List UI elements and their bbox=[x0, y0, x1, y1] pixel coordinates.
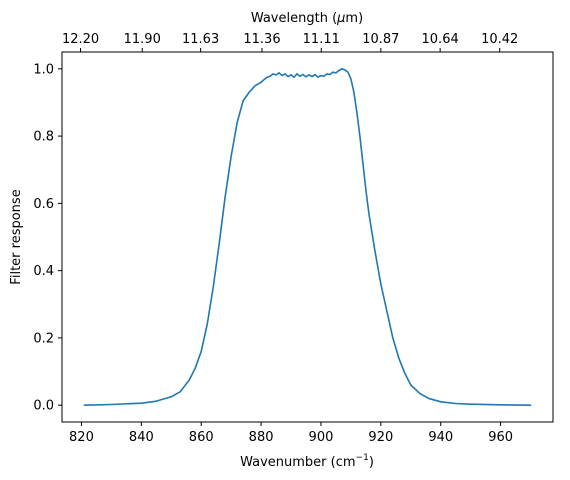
top-tick-label: 12.20 bbox=[62, 32, 99, 47]
top-tick-label: 11.63 bbox=[182, 32, 219, 47]
x-tick-label: 960 bbox=[488, 430, 513, 445]
top-tick-label: 10.42 bbox=[481, 32, 518, 47]
y-tick-label: 0.2 bbox=[33, 331, 54, 346]
top-tick-label: 10.64 bbox=[422, 32, 459, 47]
x-tick-label: 920 bbox=[368, 430, 393, 445]
ticks-layer: 820 840 860 880 900 920 940 960 12.20 11.90 11.63 1… bbox=[33, 32, 518, 445]
x-tick-label: 900 bbox=[309, 430, 334, 445]
x-tick-label: 840 bbox=[129, 430, 154, 445]
y-tick-label: 0.8 bbox=[33, 130, 54, 145]
y-tick-label: 0.0 bbox=[33, 399, 54, 414]
x-tick-label: 940 bbox=[428, 430, 453, 445]
top-axis-title: Wavelength (μm) bbox=[251, 11, 363, 26]
plot-area-frame bbox=[61, 51, 554, 423]
x-tick-label: 820 bbox=[69, 430, 94, 445]
x-tick-label: 880 bbox=[249, 430, 274, 445]
x-tick-label: 860 bbox=[189, 430, 214, 445]
x-axis-title: Wavenumber (cm−1) bbox=[240, 453, 374, 470]
y-tick-label: 0.4 bbox=[33, 264, 54, 279]
top-tick-label: 10.87 bbox=[362, 32, 399, 47]
line-layer bbox=[83, 68, 532, 406]
y-tick-label: 0.6 bbox=[33, 197, 54, 212]
series-line bbox=[83, 68, 532, 406]
y-tick-label: 1.0 bbox=[33, 62, 54, 77]
top-tick-label: 11.11 bbox=[303, 32, 340, 47]
top-tick-label: 11.90 bbox=[124, 32, 161, 47]
top-tick-label: 11.36 bbox=[243, 32, 280, 47]
y-axis-title: Filter response bbox=[9, 189, 24, 284]
